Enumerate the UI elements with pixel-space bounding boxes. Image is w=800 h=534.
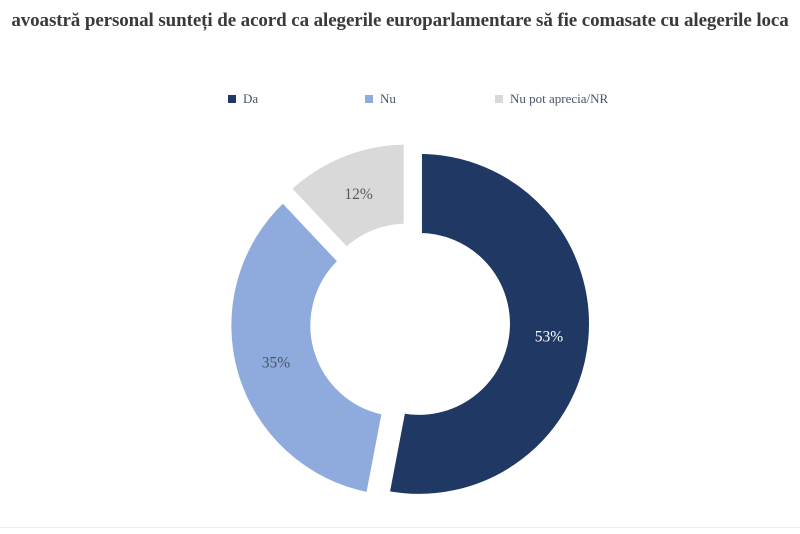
legend-label-nu: Nu — [380, 91, 396, 106]
donut-slice-da — [383, 147, 595, 500]
chart-title: avoastră personal sunteți de acord ca al… — [11, 10, 789, 31]
legend-swatch-nr-icon — [495, 95, 503, 103]
legend-label-da: Da — [243, 91, 259, 106]
card-bottom-divider — [0, 527, 800, 528]
legend-swatch-nu-icon — [365, 95, 373, 103]
slice-label-nr: 12% — [344, 186, 373, 203]
legend-item-da: Da — [228, 91, 258, 107]
legend-item-nr: Nu pot aprecia/NR — [495, 91, 608, 107]
legend-label-nr: Nu pot aprecia/NR — [510, 91, 609, 106]
slice-label-da: 53% — [535, 329, 564, 346]
donut-slice-nr — [284, 138, 410, 255]
legend-item-nu: Nu — [365, 91, 396, 107]
donut-slice-nu — [225, 195, 389, 499]
legend-swatch-da-icon — [228, 95, 236, 103]
slice-label-nu: 35% — [262, 354, 291, 371]
